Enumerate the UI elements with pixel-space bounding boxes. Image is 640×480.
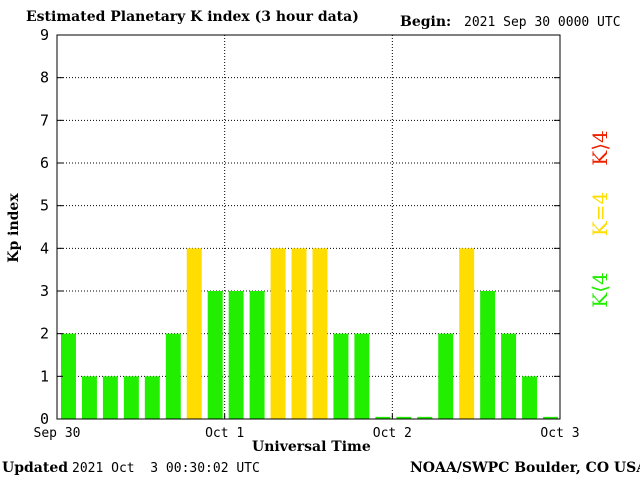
updated-label: Updated [2, 460, 69, 476]
kp-bar [228, 291, 244, 419]
plot-frame [56, 34, 561, 420]
y-tick-label: 6 [40, 154, 49, 172]
kp-bar [123, 376, 139, 419]
legend-above-4: K⟩4 [588, 130, 612, 166]
legend-below-4: K⟨4 [588, 272, 612, 308]
credit: NOAA/SWPC Boulder, CO USA [410, 460, 640, 476]
kp-bar [165, 333, 181, 419]
x-tick-label: Oct 2 [373, 426, 412, 441]
y-tick-label: 8 [40, 69, 49, 87]
kp-bar [186, 248, 202, 419]
y-axis-label: Kp index [6, 193, 22, 263]
updated-value: 2021 Oct 3 00:30:02 UTC [72, 461, 260, 476]
y-tick-label: 1 [40, 367, 49, 385]
x-tick-label: Oct 1 [205, 426, 244, 441]
kp-bar [144, 376, 160, 419]
y-tick-label: 5 [40, 197, 49, 215]
kp-bar [480, 291, 496, 419]
y-tick-label: 2 [40, 325, 49, 343]
y-tick-label: 3 [40, 282, 49, 300]
kp-bar [81, 376, 97, 419]
y-tick-label: 9 [40, 26, 49, 44]
kp-bar [375, 416, 391, 419]
kp-bar [249, 291, 265, 419]
kp-bar [61, 333, 76, 419]
x-axis-label: Universal Time [252, 439, 371, 455]
kp-bar [354, 333, 370, 419]
kp-bar [417, 416, 433, 419]
kp-bar [438, 333, 454, 419]
kp-bar [312, 248, 328, 419]
x-tick-label: Oct 3 [540, 426, 579, 441]
kp-bar [396, 416, 412, 419]
begin-value: 2021 Sep 30 0000 UTC [464, 15, 621, 30]
legend-equal-4: K=4 [588, 191, 612, 237]
chart-title: Estimated Planetary K index (3 hour data… [26, 9, 359, 25]
kp-bar [501, 333, 517, 419]
x-tick-label: Sep 30 [34, 426, 81, 441]
kp-bar [291, 248, 307, 419]
y-tick-label: 0 [40, 410, 49, 428]
kp-bar [543, 416, 558, 419]
y-tick-label: 4 [40, 239, 49, 257]
kp-bar [522, 376, 538, 419]
kp-bar [459, 248, 475, 419]
begin-label: Begin: [400, 14, 452, 30]
kp-bar [270, 248, 286, 419]
kp-bar [333, 333, 349, 419]
y-tick-label: 7 [40, 111, 49, 129]
kp-bar [207, 291, 223, 419]
kp-bar [102, 376, 118, 419]
